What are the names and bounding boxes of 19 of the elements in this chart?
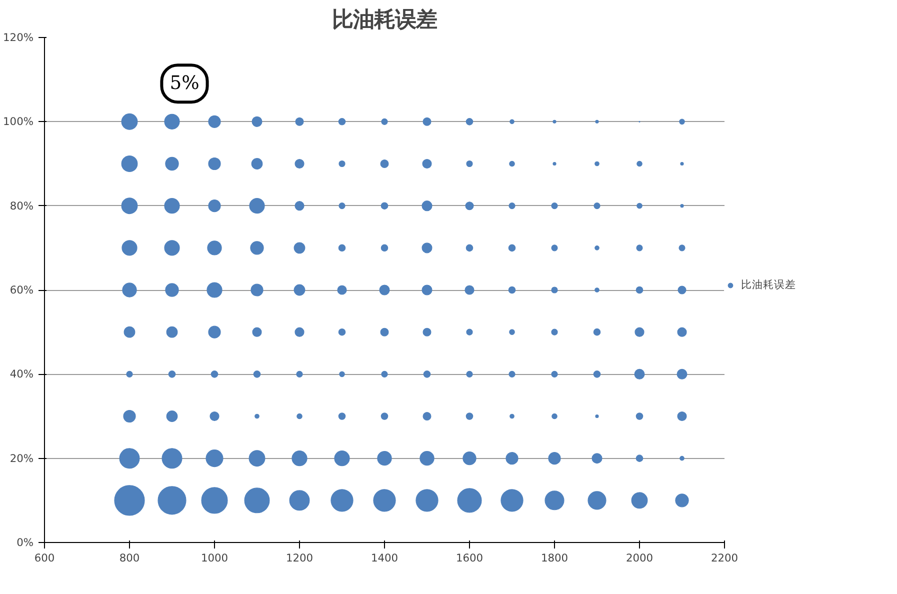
x-tick-label: 800 <box>119 552 140 564</box>
y-tick-label: 60% <box>10 284 34 296</box>
x-tick-label: 1600 <box>456 552 484 564</box>
x-tick-label: 1400 <box>370 552 398 564</box>
x-tick-label: 1800 <box>540 552 568 564</box>
x-tick-label: 600 <box>34 552 55 564</box>
legend-label: 比油耗误差 <box>741 278 796 292</box>
y-tick-label: 0% <box>16 536 34 549</box>
x-tick-label: 1200 <box>286 552 314 564</box>
x-tick-label: 2200 <box>710 552 738 564</box>
y-tick-label: 120% <box>3 31 34 44</box>
x-tick-label: 2000 <box>626 552 654 564</box>
y-tick-label: 80% <box>10 199 34 212</box>
y-tick-label: 40% <box>10 368 34 381</box>
x-tick-label: 1000 <box>200 552 228 564</box>
y-tick-label: 20% <box>10 452 34 465</box>
annotation: 5% <box>170 73 200 94</box>
chart-title: 比油耗误差 <box>332 8 437 32</box>
y-tick-label: 100% <box>3 115 34 128</box>
